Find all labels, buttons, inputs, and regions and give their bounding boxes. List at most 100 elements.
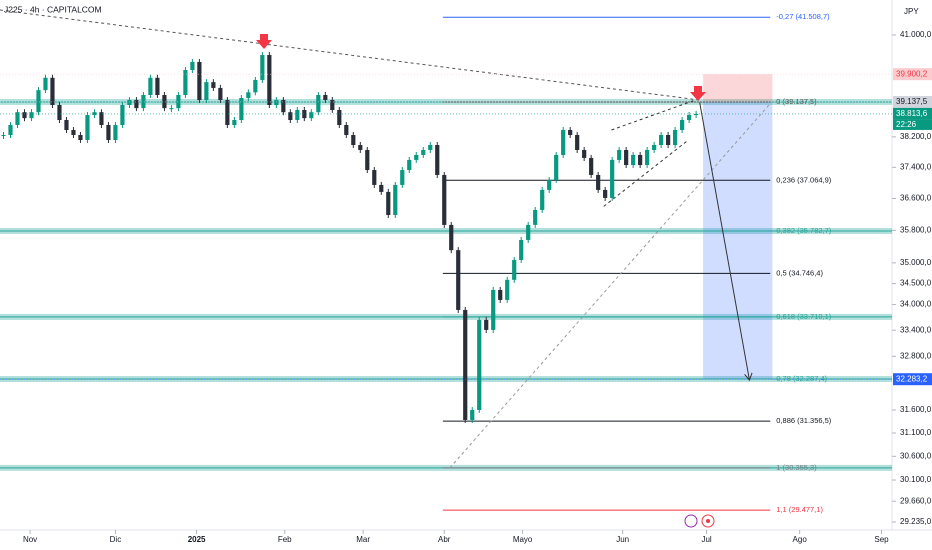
fib-label: -0,27 (41.508,7): [776, 12, 830, 21]
candle: [190, 61, 195, 71]
candle: [372, 170, 377, 185]
candle: [484, 319, 489, 330]
candle: [106, 125, 111, 141]
candle: [659, 134, 664, 145]
y-tick-label: 32.800,0: [900, 351, 932, 360]
candle: [428, 144, 433, 150]
candle: [351, 134, 356, 145]
y-tick-label: 37.400,0: [900, 162, 932, 171]
candle: [358, 144, 363, 150]
candle: [8, 125, 13, 135]
candle: [645, 149, 650, 166]
y-tick-label: 34.000,0: [900, 300, 932, 309]
candle: [365, 149, 370, 171]
candle: [456, 250, 461, 310]
candle: [127, 100, 132, 105]
candle: [610, 159, 615, 198]
y-tick-label: 35.000,0: [900, 258, 932, 267]
price-label-bg: [893, 95, 932, 108]
price-label: 38.813,6: [896, 109, 928, 118]
x-tick-label: Dic: [110, 535, 122, 544]
candle: [491, 289, 496, 330]
x-tick-label: Jun: [616, 535, 629, 544]
candle: [673, 129, 678, 145]
candle: [568, 129, 573, 135]
candle: [71, 129, 76, 135]
candle: [183, 70, 188, 96]
candle: [512, 259, 517, 280]
x-tick-label: Mayo: [513, 535, 533, 544]
candle: [561, 129, 566, 155]
candle: [547, 179, 552, 190]
price-label: 39.137,5: [896, 97, 928, 106]
fib-label: 0,382 (35.782,7): [776, 226, 832, 235]
y-tick-label: 41.000,0: [900, 30, 932, 39]
candle: [281, 100, 286, 113]
y-tick-label: 31.100,0: [900, 428, 932, 437]
candle: [302, 109, 307, 119]
candle: [498, 289, 503, 300]
candle: [232, 120, 237, 126]
candle: [680, 120, 685, 130]
fib-label: 0 (39.137,5): [776, 97, 817, 106]
candle: [631, 154, 636, 166]
candle: [666, 134, 671, 145]
candle: [463, 309, 468, 420]
marker-arrow: [256, 34, 272, 49]
stop-zone: [703, 74, 773, 102]
candle: [652, 144, 657, 150]
target-zone: [703, 101, 773, 380]
candle: [141, 95, 146, 109]
candle: [379, 184, 384, 192]
candle: [15, 112, 20, 126]
x-tick-label: Jul: [701, 535, 711, 544]
x-tick-label: Abr: [438, 535, 451, 544]
candle: [316, 95, 321, 113]
candle: [414, 154, 419, 160]
y-tick-label: 38.200,0: [900, 132, 932, 141]
candle: [309, 112, 314, 119]
y-tick-label: 36.600,0: [900, 194, 932, 203]
candle: [596, 174, 601, 190]
event-icon[interactable]: [701, 514, 715, 528]
candle: [400, 170, 405, 185]
candle: [120, 104, 125, 126]
countdown-bg: [893, 119, 932, 130]
candle: [92, 112, 97, 116]
candle: [554, 154, 559, 180]
candle: [540, 189, 545, 210]
candle: [582, 149, 587, 158]
candle: [204, 82, 209, 101]
candle: [407, 159, 412, 171]
y-tick-label: 33.400,0: [900, 325, 932, 334]
price-label: 32.283,2: [896, 374, 928, 383]
candle: [526, 224, 531, 240]
candle: [260, 55, 265, 80]
candle: [337, 109, 342, 126]
candle: [393, 184, 398, 215]
candle: [505, 279, 510, 300]
candle: [225, 100, 230, 126]
candle: [113, 125, 118, 141]
candle: [449, 224, 454, 251]
y-tick-label: 29.235,0: [900, 517, 932, 526]
event-icon[interactable]: [684, 514, 698, 528]
fib-label: 1,1 (29.477,1): [776, 505, 823, 514]
fib-label: 0,5 (34.746,4): [776, 268, 823, 277]
candle: [435, 144, 440, 175]
candle: [344, 125, 349, 135]
y-tick-label: 30.100,0: [900, 475, 932, 484]
price-label-bg: [893, 107, 932, 120]
candle: [99, 112, 104, 126]
x-tick-label: Feb: [278, 535, 292, 544]
candle: [442, 174, 447, 225]
candle: [64, 120, 69, 130]
y-tick-label: 29.660,0: [900, 496, 932, 505]
candle: [533, 209, 538, 225]
price-label: 39.900,2: [896, 69, 928, 78]
candle: [218, 87, 223, 101]
price-label-bg: [893, 373, 932, 386]
y-tick-label: 31.600,0: [900, 405, 932, 414]
fib-label: 0,78 (32.287,4): [776, 374, 827, 383]
